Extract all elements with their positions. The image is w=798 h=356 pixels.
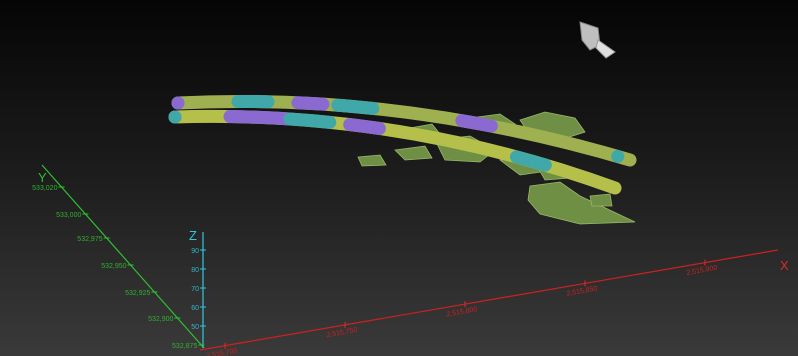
icon-body	[579, 21, 601, 51]
y-tick-label: 532,925	[125, 290, 150, 297]
z-tick-label: 90	[191, 248, 199, 255]
z-axis-label: Z	[189, 228, 197, 243]
y-tick-label: 532,950	[101, 263, 126, 270]
y-tick-label: 533,000	[56, 212, 81, 219]
z-tick-label: 80	[191, 267, 199, 274]
z-tick-label: 50	[191, 324, 199, 331]
y-tick-label: 532,875	[172, 343, 197, 350]
z-tick-label: 70	[191, 286, 199, 293]
y-tick-label: 532,975	[77, 236, 102, 243]
drill-hole-segment	[168, 109, 622, 195]
y-tick-label: 533,020	[32, 185, 57, 192]
x-tick-label: 2,515,700	[206, 348, 238, 356]
blob	[357, 154, 387, 167]
drill-holes	[168, 94, 637, 195]
blob	[589, 193, 613, 207]
y-axis-label: Y	[38, 170, 47, 185]
x-axis-label: X	[780, 258, 789, 273]
y-tick-label: 532,900	[148, 316, 173, 323]
blob	[394, 145, 433, 161]
navigation-icon[interactable]	[579, 21, 616, 59]
blob	[527, 181, 636, 225]
drill-hole-segment	[171, 94, 637, 167]
z-tick-label: 60	[191, 305, 199, 312]
icon-tip	[595, 39, 616, 59]
x-axis	[199, 249, 779, 351]
